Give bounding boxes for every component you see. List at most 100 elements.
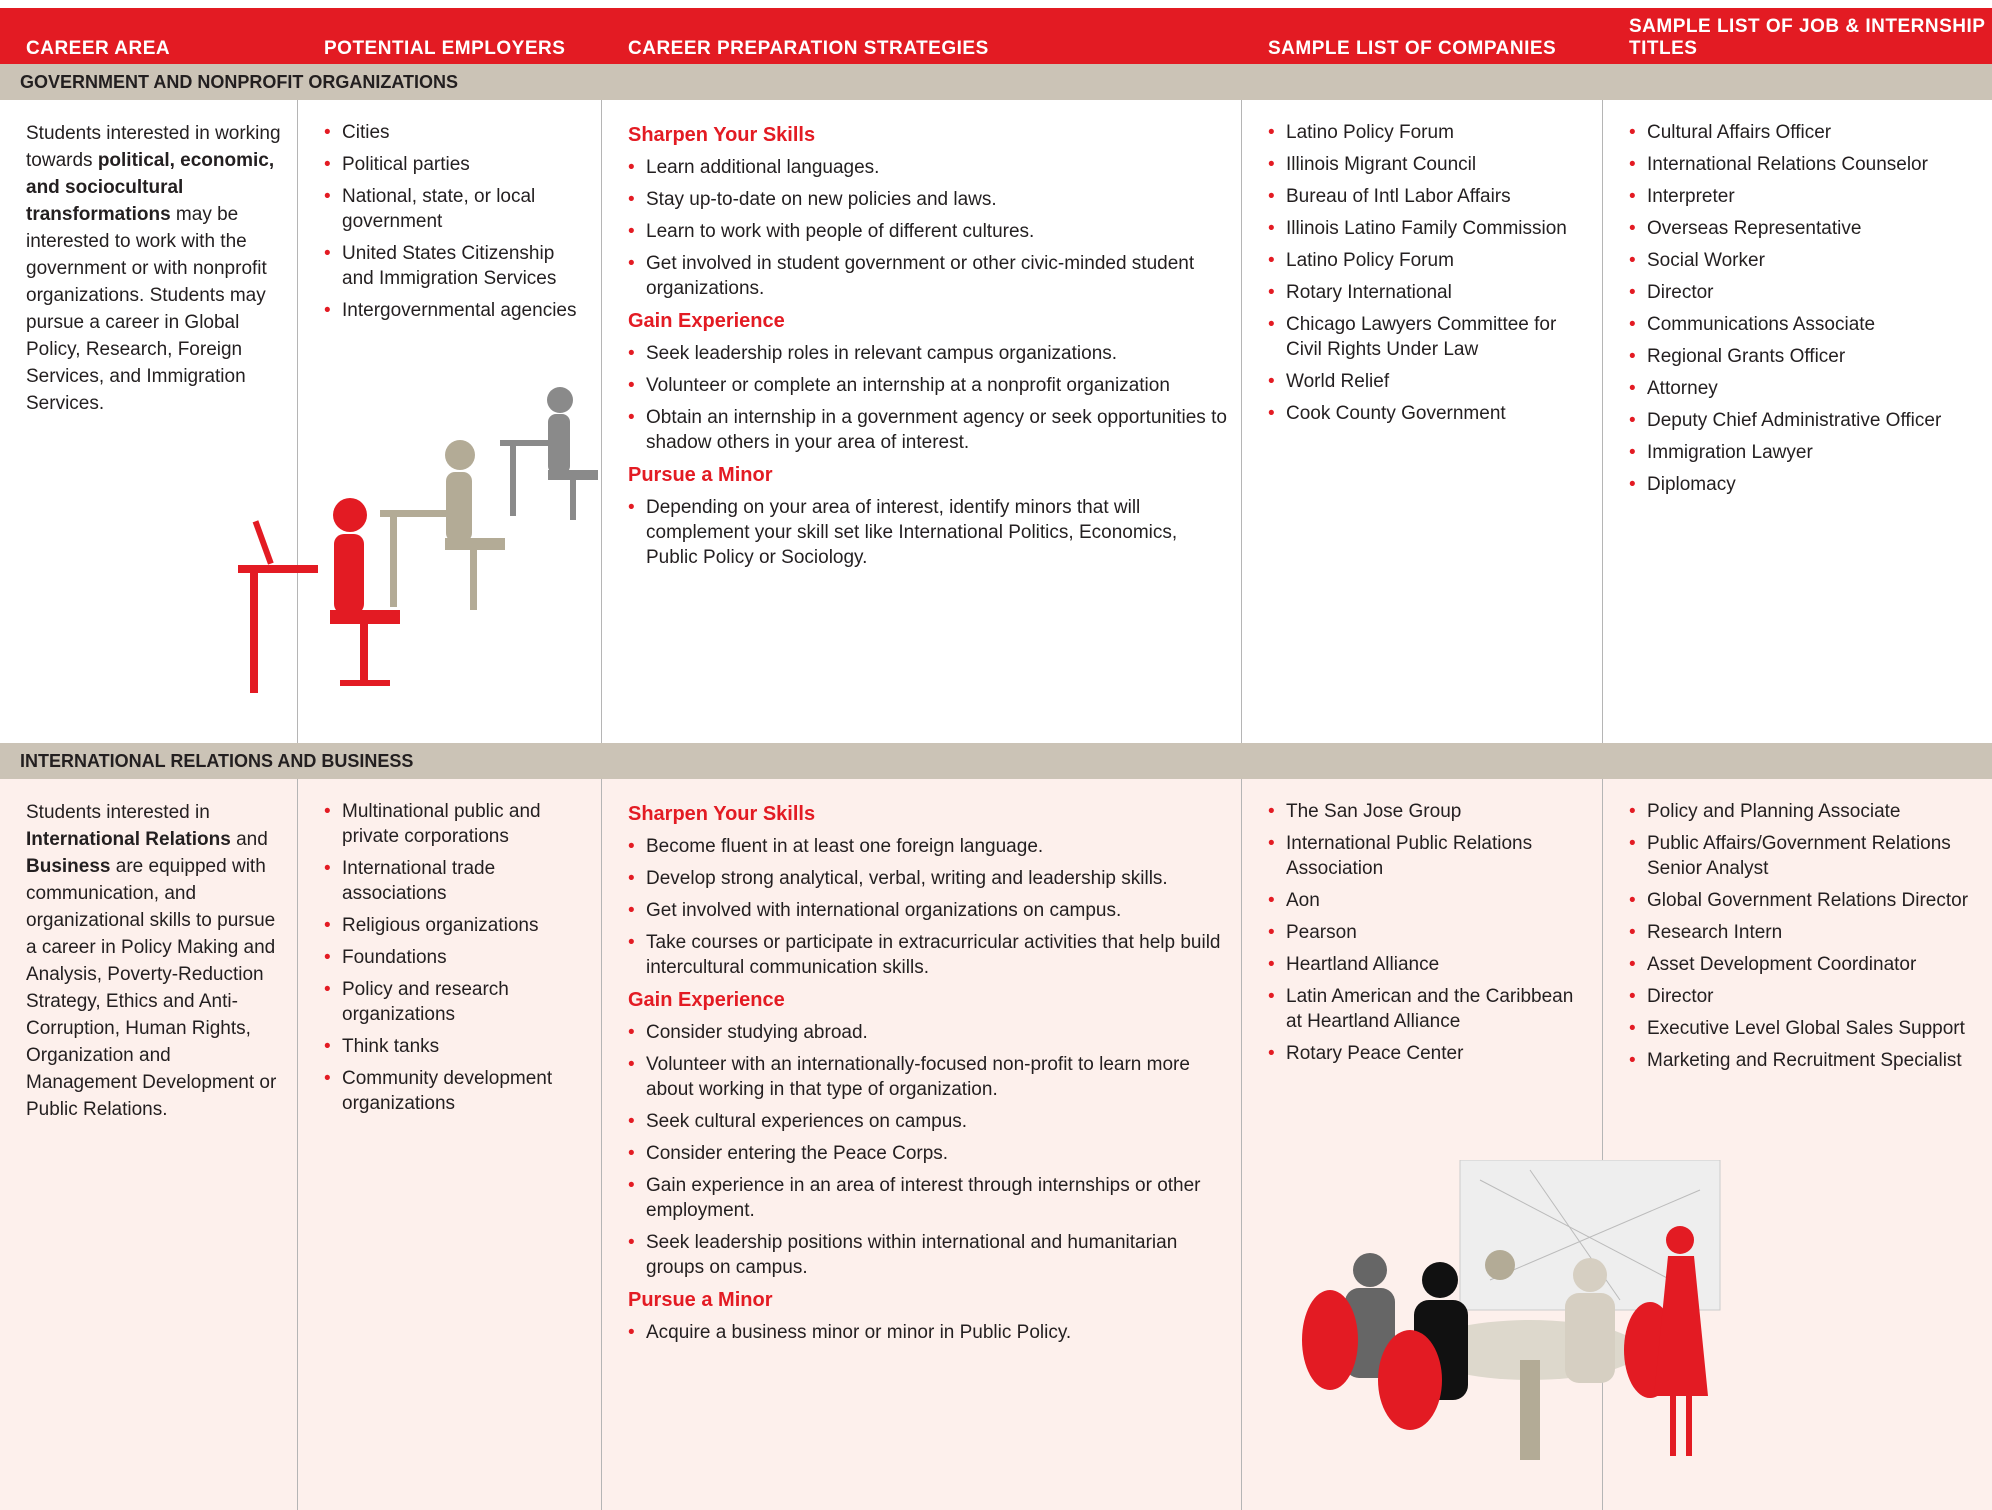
list-item: Latino Policy Forum [1268, 120, 1588, 145]
strategy-heading: Pursue a Minor [628, 464, 773, 486]
list-item: Seek leadership positions within interna… [628, 1230, 1227, 1280]
cell: Sharpen Your Skills Learn additional lang… [602, 100, 1242, 743]
text-segment: are equipped with communication, and org… [26, 856, 277, 1120]
list-item: Global Government Relations Director [1629, 888, 1978, 913]
list-item: Volunteer with an internationally-focuse… [628, 1052, 1227, 1102]
list-item: Latin American and the Caribbean at Hear… [1268, 984, 1588, 1034]
list-item: Illinois Latino Family Commission [1268, 216, 1588, 241]
header-bar: CAREER AREA POTENTIAL EMPLOYERS CAREER PRE… [0, 8, 1992, 64]
list-item: Get involved in student government or ot… [628, 251, 1227, 301]
column-header: CAREER PREPARATION STRATEGIES [628, 38, 989, 59]
list-item: Religious organizations [324, 913, 587, 938]
list-item: Latino Policy Forum [1268, 248, 1588, 273]
list-item: Attorney [1629, 376, 1978, 401]
list-item: International Relations Counselor [1629, 152, 1978, 177]
strategy-heading: Sharpen Your Skills [628, 803, 816, 825]
cell: Students interested in working towards p… [0, 100, 298, 743]
list-item: Interpreter [1629, 184, 1978, 209]
list-item: Pearson [1268, 920, 1588, 945]
bullet-list: Latino Policy Forum Illinois Migrant Coun… [1268, 120, 1588, 426]
text-segment: Students interested in [26, 802, 210, 823]
text-segment: and [230, 829, 268, 850]
cell: Policy and Planning Associate Public Affa… [1603, 779, 1992, 1510]
list-item: Director [1629, 280, 1978, 305]
list-item: Social Worker [1629, 248, 1978, 273]
list-item: Stay up-to-date on new policies and laws… [628, 187, 1227, 212]
list-item: Develop strong analytical, verbal, writi… [628, 866, 1227, 891]
list-item: Diplomacy [1629, 472, 1978, 497]
career-text: Students interested in International Rel… [26, 799, 283, 1123]
list-item: World Relief [1268, 369, 1588, 394]
office-illustration [238, 387, 598, 693]
list-item: International trade associations [324, 856, 587, 906]
column-header: POTENTIAL EMPLOYERS [324, 38, 566, 59]
text-segment: Business [26, 856, 111, 877]
list-item: Policy and research organizations [324, 977, 587, 1027]
text-segment: Students interested in working towards [26, 123, 281, 171]
list-item: Seek cultural experiences on campus. [628, 1109, 1227, 1134]
career-text: Students interested in working towards p… [26, 120, 283, 417]
bullet-list: The San Jose Group International Public R… [1268, 799, 1588, 1066]
strategy-heading: Pursue a Minor [628, 1289, 773, 1311]
text-segment: International Relations [26, 829, 231, 850]
list-item: Become fluent in at least one foreign la… [628, 834, 1227, 859]
column-header: SAMPLE LIST OF COMPANIES [1268, 38, 1557, 59]
list-item: Intergovernmental agencies [324, 298, 587, 323]
strategy-heading: Gain Experience [628, 310, 785, 332]
strategy-heading: Gain Experience [628, 989, 785, 1011]
column-header: SAMPLE LIST OF JOB & INTERNSHIP TITLES [1629, 16, 1986, 59]
list-item: Take courses or participate in extracurr… [628, 930, 1227, 980]
list-item: Cities [324, 120, 587, 145]
cell: Multinational public and private corpora… [298, 779, 602, 1510]
list-item: Chicago Lawyers Committee for Civil Righ… [1268, 312, 1588, 362]
list-item: Director [1629, 984, 1978, 1009]
list-item: Overseas Representative [1629, 216, 1978, 241]
list-item: Heartland Alliance [1268, 952, 1588, 977]
list-item: International Public Relations Associati… [1268, 831, 1588, 881]
cell: Sharpen Your Skills Become fluent in at l… [602, 779, 1242, 1510]
list-item: Depending on your area of interest, iden… [628, 495, 1227, 570]
bullet-list: Policy and Planning Associate Public Affa… [1629, 799, 1978, 1073]
bullet-list: Acquire a business minor or minor in Pub… [628, 1320, 1227, 1345]
bullet-list: Cities Political parties National, state, … [324, 120, 587, 323]
list-item: The San Jose Group [1268, 799, 1588, 824]
bullet-list: Cultural Affairs Officer International Re… [1629, 120, 1978, 497]
bullet-list: Learn additional languages. Stay up-to-da… [628, 155, 1227, 301]
list-item: Cultural Affairs Officer [1629, 120, 1978, 145]
list-item: Learn to work with people of different c… [628, 219, 1227, 244]
bullet-list: Seek leadership roles in relevant campus… [628, 341, 1227, 455]
list-item: National, state, or local government [324, 184, 587, 234]
list-item: Learn additional languages. [628, 155, 1227, 180]
list-item: Research Intern [1629, 920, 1978, 945]
list-item: Policy and Planning Associate [1629, 799, 1978, 824]
column-header: CAREER AREA [26, 38, 171, 59]
meeting-illustration [1302, 1160, 1721, 1460]
section-body: Students interested in working towards p… [0, 100, 1992, 743]
list-item: Executive Level Global Sales Support [1629, 1016, 1978, 1041]
text-segment: may be interested to work with the gover… [26, 204, 267, 414]
list-item: Cook County Government [1268, 401, 1588, 426]
bullet-list: Become fluent in at least one foreign la… [628, 834, 1227, 980]
section-title: GOVERNMENT AND NONPROFIT ORGANIZATIONS [0, 64, 1992, 100]
list-item: Seek leadership roles in relevant campus… [628, 341, 1227, 366]
list-item: Obtain an internship in a government age… [628, 405, 1227, 455]
list-item: Illinois Migrant Council [1268, 152, 1588, 177]
section-title: INTERNATIONAL RELATIONS AND BUSINESS [0, 743, 1992, 779]
list-item: Consider studying abroad. [628, 1020, 1227, 1045]
list-item: Marketing and Recruitment Specialist [1629, 1048, 1978, 1073]
list-item: Asset Development Coordinator [1629, 952, 1978, 977]
list-item: Rotary Peace Center [1268, 1041, 1588, 1066]
text-segment: political, economic, and sociocultural t… [26, 150, 275, 225]
list-item: Public Affairs/Government Relations Seni… [1629, 831, 1978, 881]
bullet-list: Depending on your area of interest, iden… [628, 495, 1227, 570]
cell: Cities Political parties National, state, … [298, 100, 602, 743]
list-item: Get involved with international organiza… [628, 898, 1227, 923]
list-item: Aon [1268, 888, 1588, 913]
list-item: Communications Associate [1629, 312, 1978, 337]
bullet-list: Consider studying abroad. Volunteer with … [628, 1020, 1227, 1280]
list-item: Foundations [324, 945, 587, 970]
list-item: Gain experience in an area of interest t… [628, 1173, 1227, 1223]
bullet-list: Multinational public and private corpora… [324, 799, 587, 1116]
cell: Students interested in International Rel… [0, 779, 298, 1510]
